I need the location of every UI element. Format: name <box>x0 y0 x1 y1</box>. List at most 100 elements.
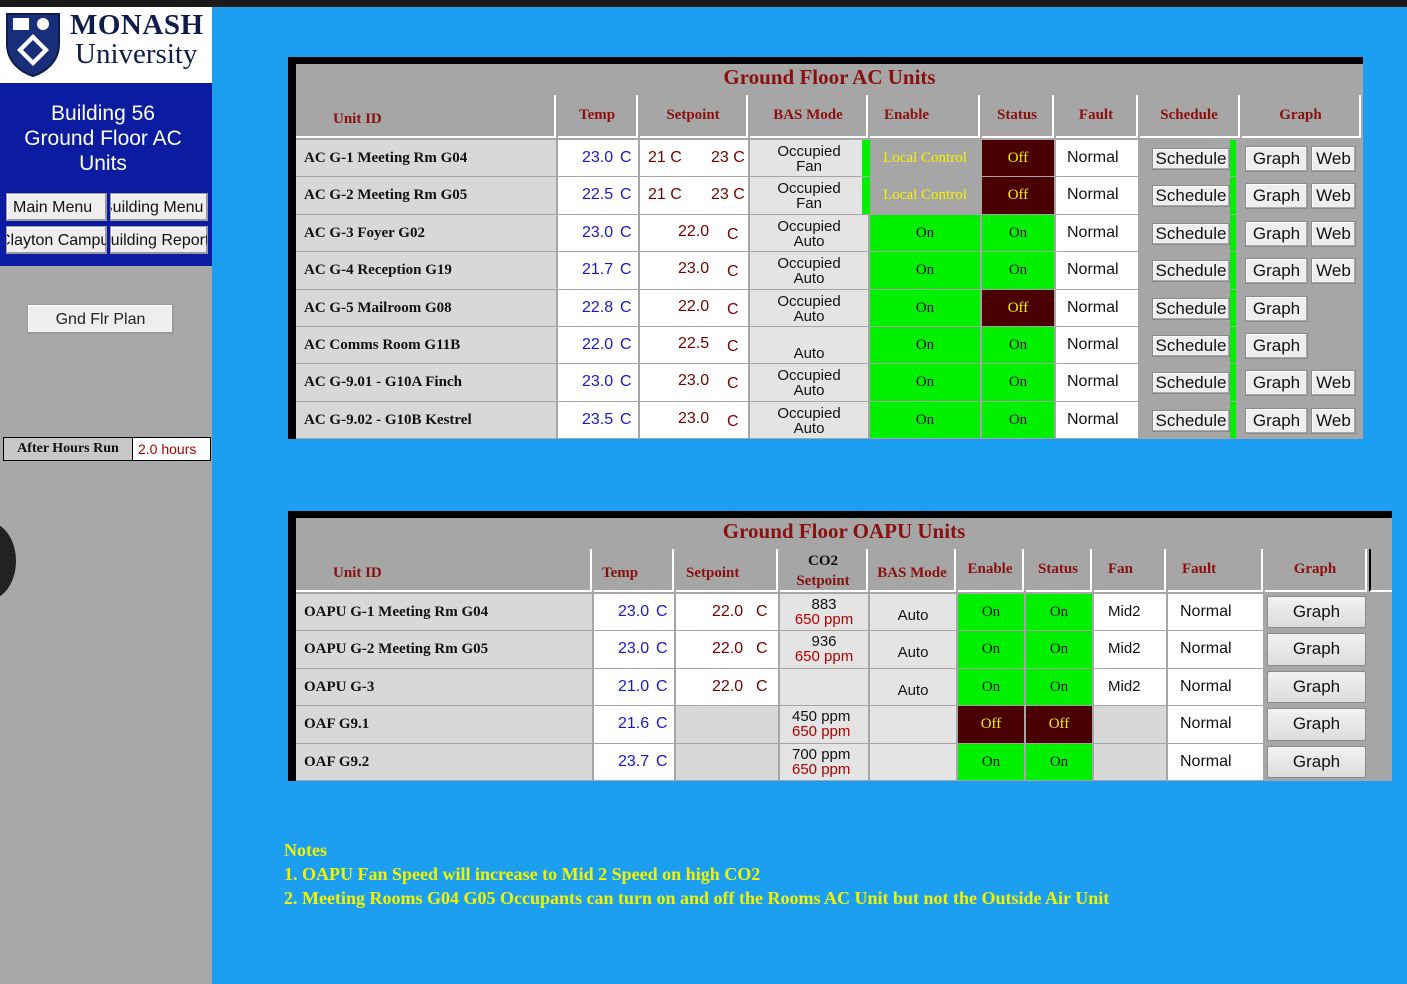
schedule-button[interactable]: Schedule <box>1152 222 1230 245</box>
schedule-button[interactable]: Schedule <box>1152 297 1230 320</box>
schedule-button[interactable]: Schedule <box>1152 409 1230 432</box>
web-button[interactable]: Web <box>1311 183 1356 210</box>
panel-shadow <box>288 511 296 781</box>
web-button[interactable]: Web <box>1311 258 1356 285</box>
graph-button[interactable]: Graph <box>1245 333 1308 359</box>
status-indicator: On <box>1026 594 1092 631</box>
schedule-button[interactable]: Schedule <box>1152 372 1230 395</box>
setpoint-unit: C <box>727 375 739 393</box>
schedule-button[interactable]: Schedule <box>1152 335 1230 357</box>
fault-value: Normal <box>1168 631 1263 668</box>
co2-header-line1: CO2 <box>808 553 838 569</box>
web-button[interactable]: Web <box>1311 146 1356 172</box>
setpoint-low: 21 C <box>648 149 682 166</box>
co2-cell: 700 ppm 650 ppm <box>780 743 868 780</box>
setpoint-value: 23.0 <box>678 409 710 427</box>
column-header-status: Status <box>1026 549 1092 592</box>
building-reports-button[interactable]: Building Reports <box>110 226 208 254</box>
graph-button[interactable]: Graph <box>1245 295 1308 322</box>
gnd-flr-plan-button[interactable]: Gnd Flr Plan <box>27 304 174 334</box>
table-row-unit-id: AC G-2 Meeting Rm G05 <box>296 177 556 214</box>
table-row-unit-id: AC G-3 Foyer G02 <box>296 214 556 252</box>
column-header-schedule: Schedule <box>1140 95 1240 138</box>
graph-button[interactable]: Graph <box>1245 407 1308 434</box>
table-row-unit-id: OAF G9.2 <box>296 743 592 780</box>
graph-button[interactable]: Graph <box>1267 670 1366 704</box>
temp-cell: 23.0 C <box>594 631 674 668</box>
temp-unit: C <box>620 410 632 428</box>
graph-button[interactable]: Graph <box>1267 745 1366 778</box>
column-header-status: Status <box>982 95 1054 138</box>
fault-value: Normal <box>1056 140 1138 177</box>
bas-mode-line2: Fan <box>796 195 822 213</box>
graph-button[interactable]: Graph <box>1245 146 1308 172</box>
enable-status: On <box>870 289 980 326</box>
bas-mode-cell: Occupied Auto <box>750 364 868 401</box>
column-header-fault: Fault <box>1056 95 1138 138</box>
temp-cell: 23.0 C <box>594 594 674 631</box>
temp-value: 21.0 <box>618 677 650 695</box>
web-button[interactable]: Web <box>1311 407 1356 434</box>
table-row-unit-id: OAPU G-2 Meeting Rm G05 <box>296 631 592 668</box>
notes-line: 1. OAPU Fan Speed will increase to Mid 2… <box>284 864 761 884</box>
enable-status: On <box>870 327 980 364</box>
setpoint-cell: 22.5 C <box>640 327 748 364</box>
temp-unit: C <box>620 149 632 166</box>
monash-logo[interactable]: MONASH University <box>0 7 212 83</box>
web-button[interactable]: Web <box>1311 220 1356 247</box>
graph-button[interactable]: Graph <box>1267 708 1366 741</box>
graph-button[interactable]: Graph <box>1245 220 1308 247</box>
schedule-button[interactable]: Schedule <box>1152 148 1230 170</box>
column-header-co2: CO2 Setpoint <box>780 549 868 592</box>
setpoint-value: 22.0 <box>712 640 744 658</box>
fault-value: Normal <box>1056 327 1138 364</box>
schedule-indicator <box>1230 140 1236 177</box>
column-header-fan: Fan <box>1094 549 1166 592</box>
co2-setpoint: 650 ppm <box>792 760 851 778</box>
temp-cell: 21.0 C <box>594 668 674 706</box>
schedule-indicator <box>1230 214 1236 252</box>
setpoint-value: 23.0 <box>678 372 710 390</box>
temp-value: 23.0 <box>582 223 614 241</box>
temp-unit: C <box>620 373 632 391</box>
temp-unit: C <box>620 223 632 241</box>
graph-button[interactable]: Graph <box>1245 258 1308 285</box>
temp-unit: C <box>656 715 668 733</box>
temp-cell: 22.8 C <box>558 289 638 326</box>
building-title: Building 56 Ground Floor AC Units <box>0 101 206 176</box>
side-handle[interactable] <box>0 522 16 600</box>
enable-status: Local Control <box>870 140 980 177</box>
setpoint-cell: 22.0 C <box>676 668 778 706</box>
schedule-button[interactable]: Schedule <box>1152 260 1230 283</box>
building-menu-button[interactable]: Building Menu <box>110 193 208 221</box>
enable-status: On <box>958 594 1024 631</box>
university-crest-icon <box>6 13 60 78</box>
graph-button[interactable]: Graph <box>1245 183 1308 210</box>
temp-unit: C <box>656 640 668 658</box>
clayton-campus-button[interactable]: Clayton Campus <box>6 226 107 254</box>
main-menu-button[interactable]: Main Menu <box>6 193 107 221</box>
schedule-button[interactable]: Schedule <box>1152 185 1230 208</box>
schedule-indicator <box>1230 327 1236 364</box>
co2-cell: 936 650 ppm <box>780 631 868 668</box>
web-button[interactable]: Web <box>1311 370 1356 397</box>
column-header-graph: Graph <box>1242 95 1361 138</box>
graph-button[interactable]: Graph <box>1245 370 1308 397</box>
fault-value: Normal <box>1056 214 1138 252</box>
fault-value: Normal <box>1168 706 1263 743</box>
status-indicator: Off <box>982 177 1054 214</box>
schedule-indicator <box>1230 252 1236 289</box>
graph-button[interactable]: Graph <box>1267 633 1366 666</box>
enable-status: On <box>958 631 1024 668</box>
bas-mode-cell: Occupied Auto <box>750 401 868 439</box>
graph-button[interactable]: Graph <box>1267 596 1366 629</box>
column-header-fault: Fault <box>1168 549 1263 592</box>
column-header-bas_mode: BAS Mode <box>870 549 956 592</box>
fan-speed: Mid2 <box>1094 631 1166 668</box>
after-hours-label: After Hours Run <box>4 438 133 460</box>
temp-cell: 23.0 C <box>558 140 638 177</box>
status-indicator: On <box>1026 743 1092 780</box>
status-indicator: Off <box>982 289 1054 326</box>
bas-mode-cell: Auto <box>750 327 868 364</box>
bas-mode-value: Auto <box>870 631 956 668</box>
